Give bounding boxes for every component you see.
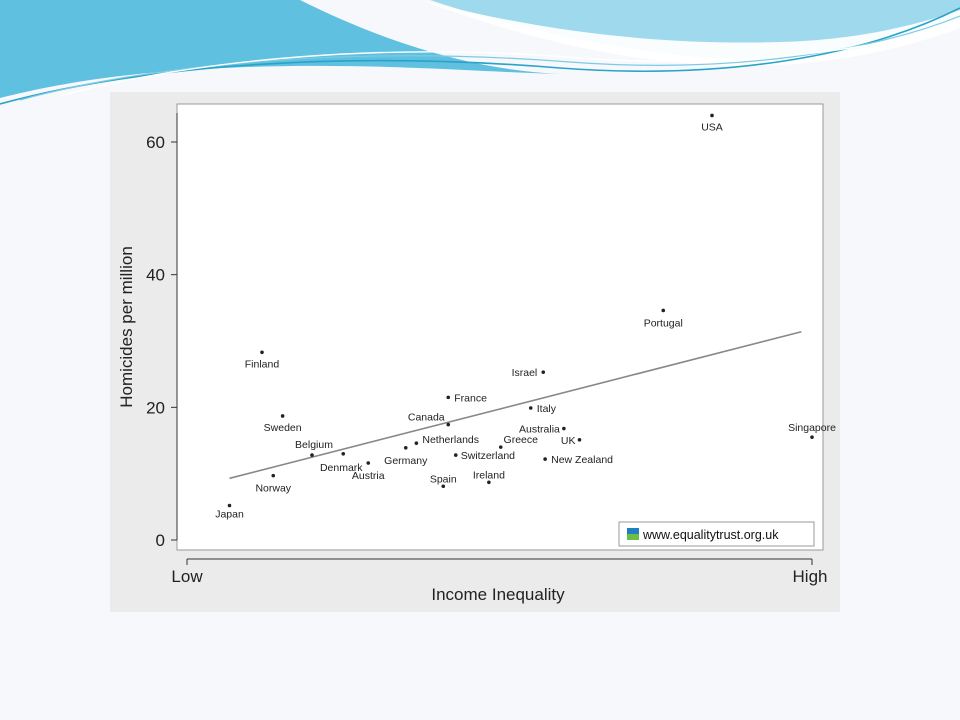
point-new-zealand	[543, 457, 547, 461]
point-label-australia: Australia	[519, 424, 560, 436]
point-label-new-zealand: New Zealand	[551, 454, 613, 466]
point-label-denmark: Denmark	[320, 462, 363, 474]
point-belgium	[310, 453, 314, 457]
point-label-italy: Italy	[537, 403, 557, 415]
point-japan	[227, 503, 232, 508]
point-israel	[541, 370, 546, 374]
y-tick-label-60: 60	[146, 133, 165, 152]
point-austria	[366, 461, 371, 465]
point-label-finland: Finland	[245, 358, 280, 370]
equality-trust-logo-icon	[627, 528, 639, 540]
data-point-labels: JapanFinlandSwedenNorwayBelgiumDenmarkAu…	[215, 121, 836, 520]
point-netherlands	[414, 441, 419, 445]
point-label-uk: UK	[561, 435, 576, 447]
point-australia	[562, 426, 566, 431]
credit-box: www.equalitytrust.org.uk	[618, 521, 815, 547]
trend-line	[229, 330, 802, 480]
wave-band-mid	[0, 0, 560, 98]
point-sweden	[280, 414, 285, 418]
data-points	[227, 113, 814, 508]
point-label-canada: Canada	[408, 412, 445, 424]
y-tick-label-20: 20	[146, 398, 165, 417]
point-label-singapore: Singapore	[788, 422, 836, 434]
point-label-japan: Japan	[215, 509, 244, 521]
point-label-belgium: Belgium	[295, 439, 333, 451]
point-greece	[498, 445, 503, 449]
scatter-chart: 0 20 40 60 Low High Income Inequality Homic…	[110, 92, 840, 612]
y-tick-label-40: 40	[146, 266, 165, 285]
point-uk	[577, 438, 582, 442]
y-tick-label-0: 0	[156, 531, 165, 550]
y-axis-title: Homicides per million	[117, 246, 136, 408]
point-label-switzerland: Switzerland	[461, 450, 515, 462]
point-usa	[710, 113, 714, 118]
wave-line-3	[59, 23, 960, 97]
point-label-netherlands: Netherlands	[422, 434, 479, 446]
point-label-sweden: Sweden	[264, 422, 302, 434]
point-singapore	[810, 435, 814, 439]
point-norway	[271, 473, 276, 478]
point-denmark	[341, 451, 346, 456]
point-switzerland	[453, 453, 458, 457]
point-label-ireland: Ireland	[473, 469, 505, 481]
chart-svg: 0 20 40 60 Low High Income Inequality Homic…	[110, 92, 840, 612]
point-label-spain: Spain	[430, 473, 457, 485]
point-spain	[441, 484, 446, 489]
point-label-germany: Germany	[384, 455, 428, 467]
point-finland	[260, 350, 264, 355]
point-ireland	[487, 480, 491, 485]
point-label-portugal: Portugal	[644, 317, 683, 329]
x-tick-label-high: High	[793, 567, 828, 586]
point-label-usa: USA	[701, 121, 723, 133]
credit-url: www.equalitytrust.org.uk	[642, 528, 779, 542]
y-axis-ticks: 0 20 40 60	[146, 133, 177, 550]
x-tick-label-low: Low	[171, 567, 203, 586]
point-label-norway: Norway	[255, 483, 291, 495]
x-axis-title: Income Inequality	[431, 585, 565, 604]
credit-box-frame	[618, 521, 815, 547]
point-label-greece: Greece	[504, 434, 539, 446]
point-label-israel: Israel	[512, 367, 538, 379]
point-label-france: France	[454, 392, 487, 404]
point-portugal	[661, 308, 666, 313]
point-italy	[528, 406, 533, 410]
point-label-austria: Austria	[352, 470, 385, 482]
wave-white-swoosh	[420, 0, 960, 66]
point-germany	[403, 445, 408, 450]
point-france	[446, 395, 451, 400]
point-canada	[446, 422, 451, 427]
